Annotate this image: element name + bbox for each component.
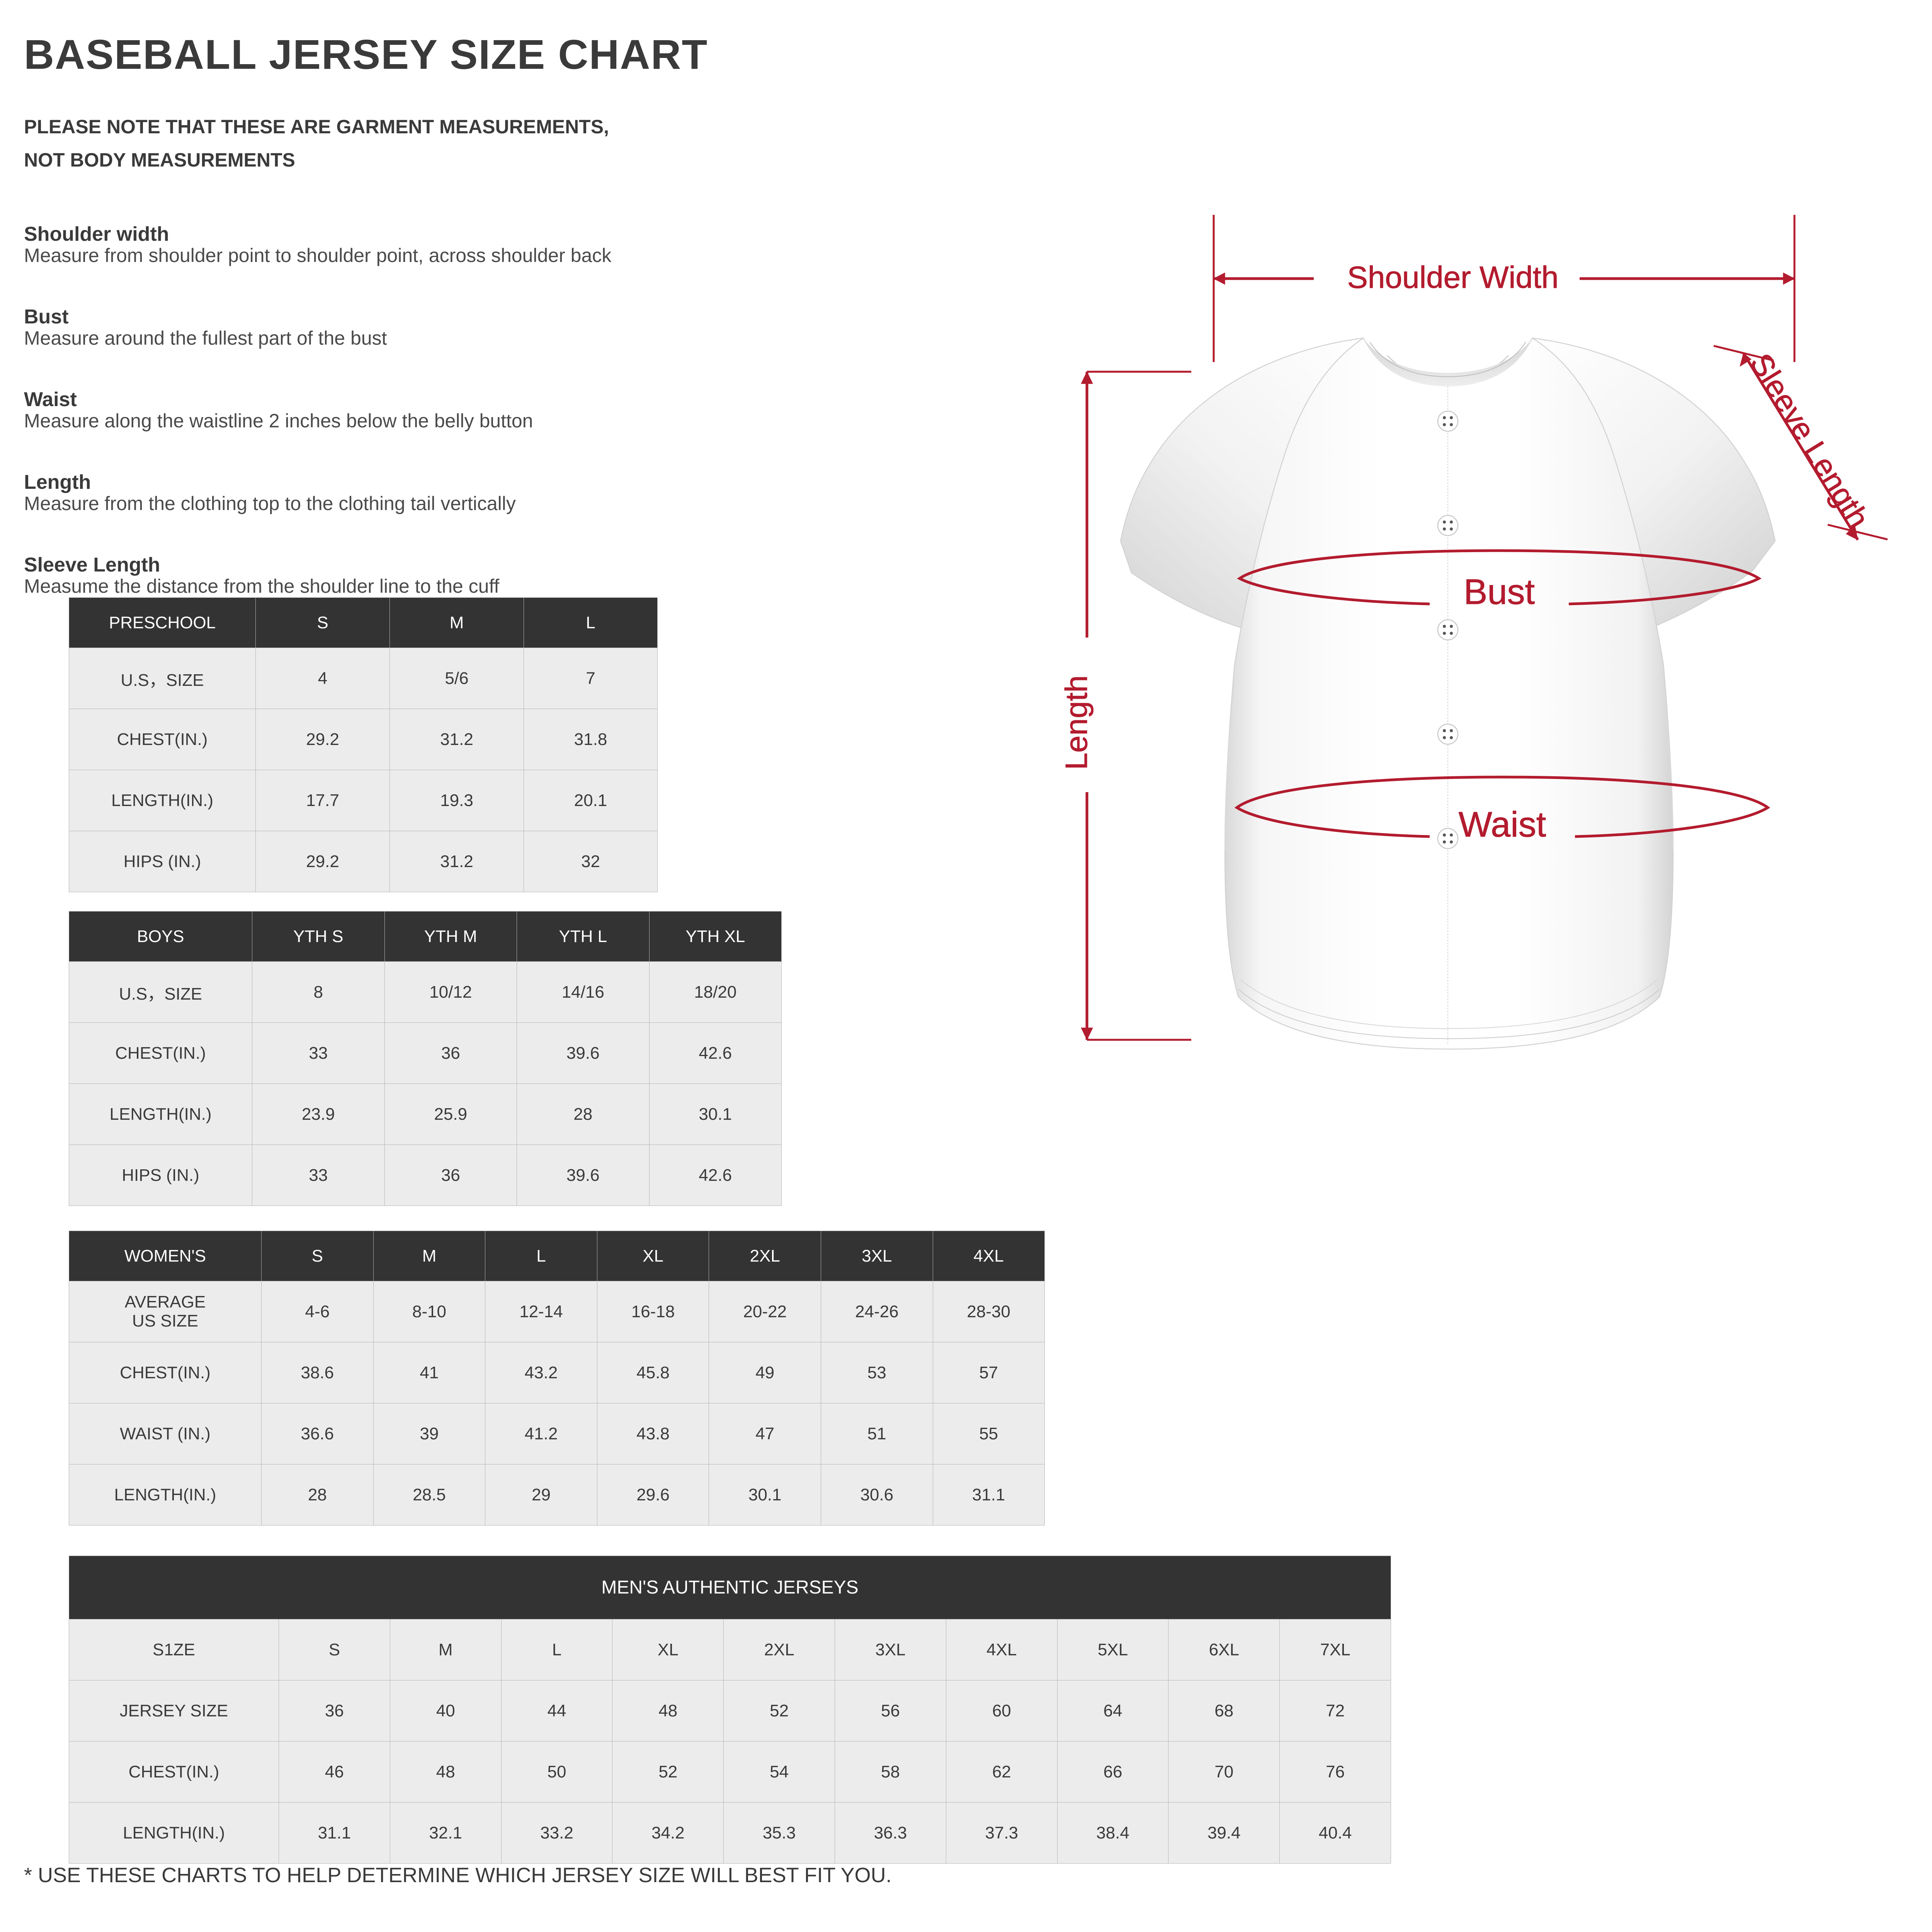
svg-text:Bust: Bust	[1464, 572, 1535, 612]
svg-text:Length: Length	[1059, 675, 1094, 770]
svg-text:Shoulder Width: Shoulder Width	[1347, 260, 1559, 294]
svg-text:Waist: Waist	[1459, 805, 1546, 844]
